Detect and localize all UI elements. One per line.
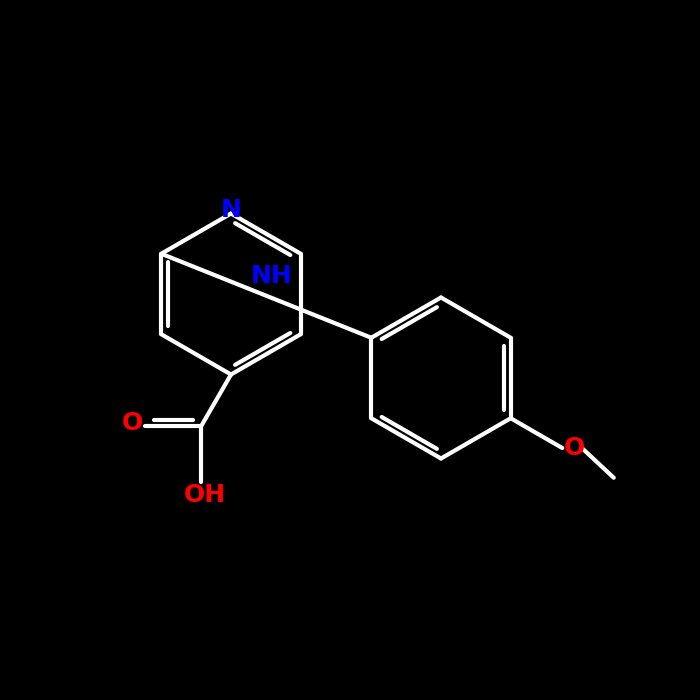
Text: NH: NH xyxy=(251,264,293,288)
Text: N: N xyxy=(220,198,241,222)
Text: OH: OH xyxy=(183,482,226,507)
Text: O: O xyxy=(122,410,144,435)
Text: O: O xyxy=(564,436,585,460)
